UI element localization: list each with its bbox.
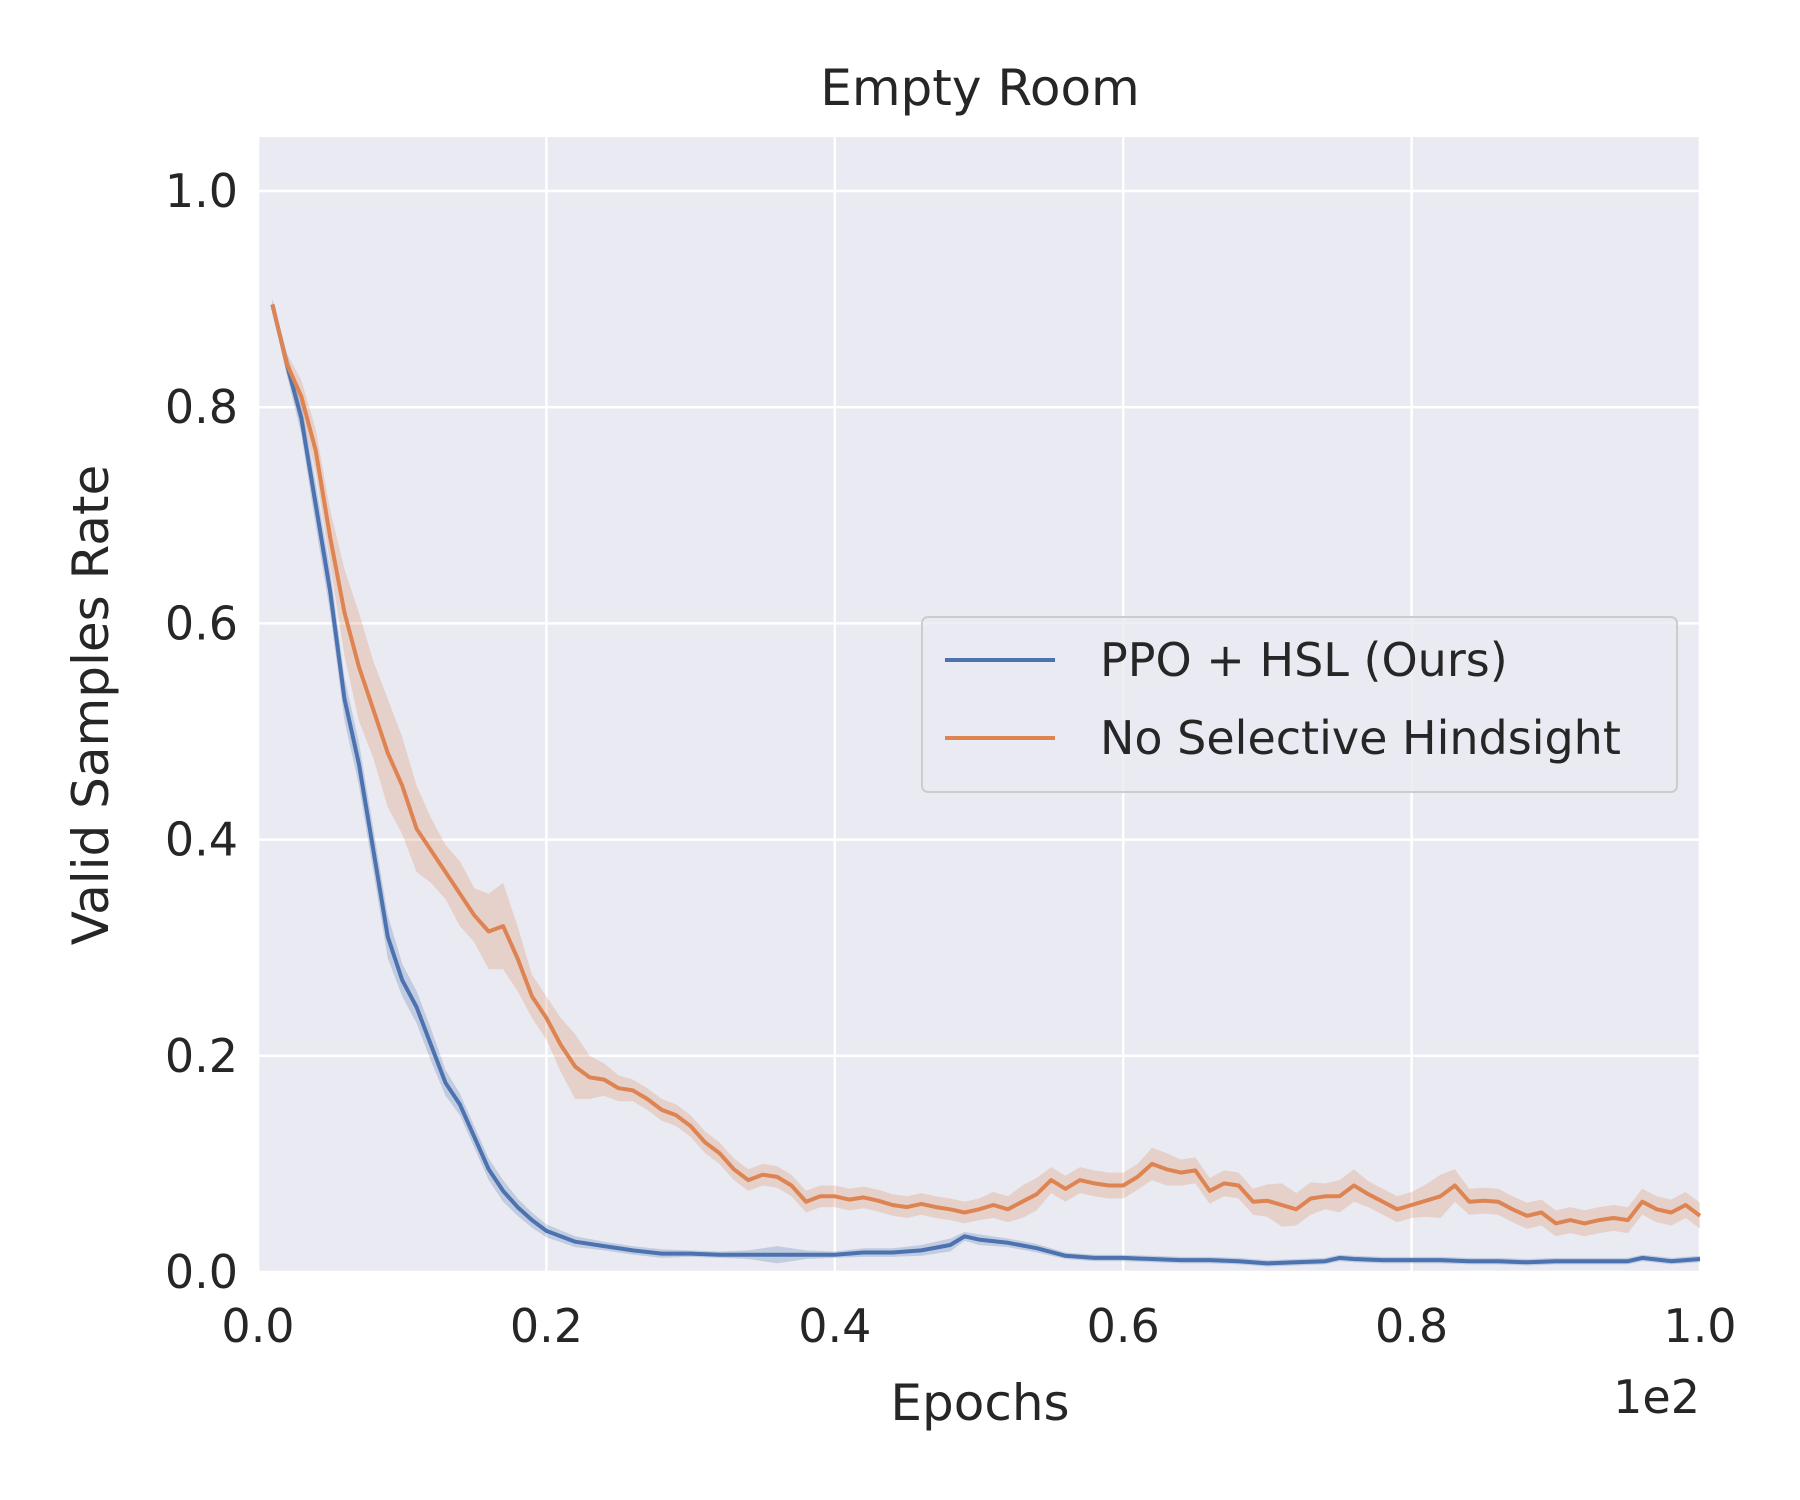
x-tick-label: 0.6: [1087, 1299, 1160, 1353]
series-line-no-selective-hindsight: [270, 304, 1702, 1226]
y-tick-label: 0.2: [165, 1029, 238, 1083]
x-tick-label: 0.0: [221, 1299, 294, 1353]
y-tick-label: 0.8: [165, 380, 238, 434]
x-axis-label: Epochs: [890, 1374, 1069, 1432]
legend-box: [921, 616, 1678, 793]
legend-label-ppo-hsl: PPO + HSL (Ours): [1100, 633, 1508, 687]
x-axis-offset-label: 1e2: [1613, 1370, 1700, 1424]
chart-title: Empty Room: [820, 59, 1140, 117]
y-tick-label: 0.0: [165, 1245, 238, 1299]
y-tick-label: 0.6: [165, 596, 238, 650]
x-tick-label: 1.0: [1663, 1299, 1736, 1353]
tick-labels: 0.0 0.2 0.4 0.6 0.8 1.0 0.0 0.2 0.4 0.6 0.8 1.0: [165, 164, 1737, 1353]
series-lines: [270, 304, 1702, 1266]
y-tick-label: 1.0: [165, 164, 238, 218]
y-tick-label: 0.4: [165, 813, 238, 867]
y-axis-label: Valid Samples Rate: [62, 465, 120, 945]
x-tick-label: 0.2: [510, 1299, 583, 1353]
series-line-ppo-hsl: [270, 304, 1701, 1266]
x-tick-label: 0.8: [1375, 1299, 1448, 1353]
x-tick-label: 0.4: [798, 1299, 871, 1353]
legend-label-no-selective-hindsight: No Selective Hindsight: [1100, 711, 1621, 765]
legend: PPO + HSL (Ours) No Selective Hindsight: [921, 616, 1678, 793]
